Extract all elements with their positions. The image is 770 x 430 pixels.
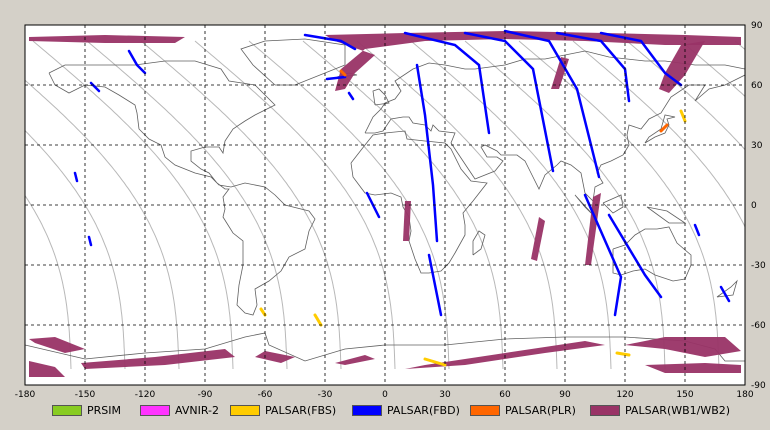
latitude-tick-label: -30 <box>751 261 766 271</box>
longitude-ticks: -180 -150 -120 -90 -60 -30 0 30 60 90 120 150 180 <box>15 390 754 400</box>
palsar-wb-swath <box>531 217 545 261</box>
palsar-fbd-strip <box>89 81 101 93</box>
longitude-tick-label: 120 <box>616 390 633 400</box>
longitude-tick-label: -60 <box>258 390 273 400</box>
latitude-tick-label: 90 <box>751 21 763 31</box>
palsar-wb-swath <box>29 361 65 377</box>
latitude-tick-label: 0 <box>751 201 757 211</box>
palsar-fbd-strip <box>607 213 663 299</box>
latitude-tick-label: 60 <box>751 81 763 91</box>
legend-swatch <box>140 404 170 416</box>
legend-label: PALSAR(PLR) <box>505 403 576 417</box>
palsar-wb-swath <box>29 35 185 43</box>
legend-swatch <box>230 404 260 416</box>
legend: PRSIM AVNIR-2 PALSAR(FBS) PALSAR(FBD) PALSAR… <box>0 399 770 419</box>
coastline <box>472 230 486 256</box>
orbit-track <box>680 40 745 98</box>
palsar-fbd-strip <box>325 75 347 81</box>
longitude-tick-label: -180 <box>15 390 36 400</box>
palsar-fbd-strip <box>303 33 357 51</box>
palsar-fbd-strip <box>87 235 93 247</box>
coastline <box>644 114 676 144</box>
longitude-tick-label: -120 <box>135 390 156 400</box>
latitude-tick-label: -90 <box>751 381 766 391</box>
orbit-track <box>626 40 745 151</box>
longitude-tick-label: 150 <box>676 390 693 400</box>
palsar-wb-swath <box>29 337 85 353</box>
palsar-fbd-strip <box>427 253 443 317</box>
palsar-fbd-strip <box>415 63 439 243</box>
legend-swatch <box>352 404 382 416</box>
palsar-fbs-strip <box>313 313 323 327</box>
coastline <box>372 88 390 106</box>
palsar-fbs-strip <box>615 351 631 357</box>
legend-item: PRSIM <box>52 403 121 417</box>
palsar-wb-swath <box>403 201 411 241</box>
coastline <box>716 279 738 298</box>
coastline <box>602 194 624 214</box>
palsar-wb-swath <box>81 349 235 369</box>
palsar-plr-strip <box>339 69 347 77</box>
palsar-wb-swath <box>659 41 705 93</box>
latitude-tick-label: -60 <box>751 321 766 331</box>
legend-item: PALSAR(FBS) <box>230 403 336 417</box>
legend-label: PRSIM <box>87 403 121 417</box>
palsar-wb-swath <box>585 193 601 265</box>
longitude-tick-label: -90 <box>198 390 213 400</box>
palsar-fbd-strip <box>599 31 683 87</box>
legend-swatch <box>52 404 82 416</box>
palsar-fbd-strip <box>503 29 601 179</box>
legend-label: AVNIR-2 <box>175 403 219 417</box>
plot-frame <box>24 24 746 386</box>
palsar-wb-swath <box>551 57 569 89</box>
legend-item: PALSAR(FBD) <box>352 403 460 417</box>
coastline <box>240 38 346 86</box>
coastline <box>612 226 692 282</box>
legend-label: PALSAR(FBD) <box>387 403 460 417</box>
latitude-ticks: 90 60 30 0 -30 -60 -90 <box>751 21 766 391</box>
palsar-wb-swath <box>255 351 295 363</box>
palsar-fbd-strip <box>347 91 355 101</box>
palsar-fbs-strip <box>259 307 267 317</box>
latitude-tick-label: 30 <box>751 141 763 151</box>
coastline <box>574 194 596 218</box>
palsar-fbd-strip <box>403 31 491 135</box>
palsar-fbs-strip <box>423 357 447 367</box>
legend-label: PALSAR(FBS) <box>265 403 337 417</box>
legend-item: AVNIR-2 <box>140 403 219 417</box>
longitude-tick-label: -30 <box>318 390 333 400</box>
palsar-fbd-strip <box>463 31 555 173</box>
longitude-tick-label: 0 <box>382 390 388 400</box>
longitude-tick-label: 180 <box>736 390 753 400</box>
palsar-fbd-strip <box>583 193 623 317</box>
longitude-tick-label: 30 <box>439 390 451 400</box>
longitude-tick-label: 90 <box>559 390 571 400</box>
palsar-fbd-strip <box>719 285 731 303</box>
palsar-wb-swath <box>335 355 375 365</box>
legend-item: PALSAR(WB1/WB2) <box>590 403 730 417</box>
longitude-tick-label: -150 <box>75 390 96 400</box>
coastline <box>350 130 488 274</box>
palsar-wb-swath <box>645 363 741 373</box>
palsar-wb-swath <box>325 31 741 91</box>
palsar-fbs-strip <box>679 109 687 123</box>
legend-swatch <box>590 404 620 416</box>
legend-item: PALSAR(PLR) <box>470 403 576 417</box>
palsar-wb-swath <box>625 337 741 357</box>
palsar-plr-strip <box>659 123 669 133</box>
palsar-fbd-strip <box>73 171 79 183</box>
coastline <box>48 60 316 316</box>
legend-swatch <box>470 404 500 416</box>
legend-label: PALSAR(WB1/WB2) <box>625 403 731 417</box>
palsar-fbd-strip <box>127 49 147 75</box>
longitude-tick-label: 60 <box>499 390 511 400</box>
palsar-fbd-strip <box>693 223 701 237</box>
